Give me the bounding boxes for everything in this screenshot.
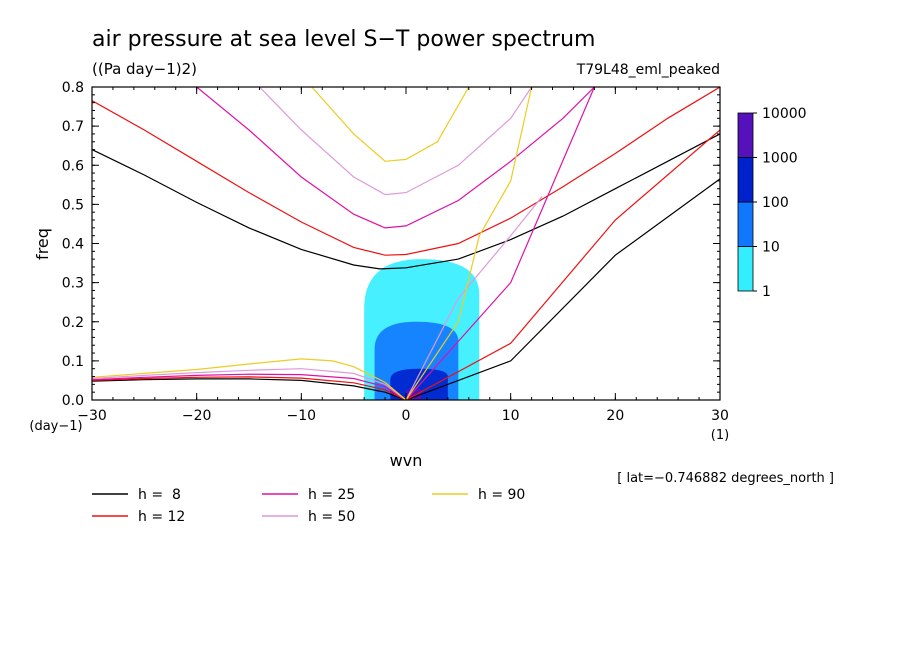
curve-kelvin-series-0 [405, 178, 720, 400]
curve-ig-series-3 [259, 87, 533, 196]
legend: h = 8 h = 12 h = 25 h = 50 h = 90 [92, 487, 525, 525]
curve-kelvin-series-3 [405, 196, 543, 400]
colorbar-segment [737, 157, 754, 203]
y-tick-label: 0.5 [62, 197, 84, 213]
curve-mrg-series-0 [92, 378, 407, 400]
y-tick-label: 0.1 [62, 354, 84, 370]
curve-mrg-series-2 [92, 373, 407, 400]
power-shading [364, 259, 480, 400]
x-unit-label: (1) [711, 428, 729, 443]
colorbar-label: 100 [762, 195, 789, 211]
curve-ig-series-1 [92, 87, 720, 256]
colorbar-segment [737, 201, 754, 247]
x-tick-label: 30 [711, 408, 729, 424]
x-tick-label: −30 [77, 408, 107, 424]
curve-mrg-series-3 [92, 368, 407, 400]
colorbar-label: 1 [762, 284, 771, 300]
curve-ig-series-2 [196, 87, 595, 229]
legend-label: h = 50 [308, 509, 355, 525]
units-label: ((Pa day−1)2) [92, 60, 197, 78]
y-axis-label: freq [33, 228, 52, 260]
latitude-note: [ lat=−0.746882 degrees_north ] [617, 471, 834, 486]
curve-ig-series-0 [92, 133, 720, 270]
power-blob-level-3 [390, 368, 448, 400]
colorbar-segment [737, 246, 754, 292]
y-tick-label: 0.8 [62, 80, 84, 96]
curve-kelvin-series-1 [405, 129, 720, 400]
curve-mrg-series-1 [92, 376, 407, 400]
dispersion-curves [92, 87, 720, 400]
colorbar: 1 10 100 1000 10000 [737, 106, 807, 300]
x-tick-label: −10 [287, 408, 317, 424]
legend-label: h = 12 [138, 509, 185, 525]
x-tick-label: 0 [402, 408, 411, 424]
y-tick-label: 0.4 [62, 237, 84, 253]
experiment-label: T79L48_eml_peaked [576, 62, 720, 78]
x-tick-label: 10 [502, 408, 520, 424]
colorbar-label: 10 [762, 240, 780, 256]
x-tick-label: 20 [606, 408, 624, 424]
chart-title: air pressure at sea level S−T power spec… [92, 27, 595, 52]
x-axis-label: wvn [390, 451, 423, 470]
y-tick-label: 0.6 [62, 158, 84, 174]
y-tick-label: 0.2 [62, 315, 84, 331]
curve-mrg-series-4 [92, 358, 407, 400]
y-tick-label: 0.7 [62, 119, 84, 135]
curve-ig-series-4 [311, 87, 470, 162]
colorbar-segment [737, 112, 754, 158]
legend-label: h = 90 [478, 487, 525, 503]
legend-label: h = 8 [138, 487, 181, 503]
y-tick-label: 0.3 [62, 276, 84, 292]
curve-kelvin-series-4 [405, 87, 533, 400]
y-unit-label: (day−1) [29, 419, 82, 434]
legend-label: h = 25 [308, 487, 355, 503]
y-tick-label: 0.0 [62, 393, 84, 409]
curve-kelvin-series-2 [405, 87, 595, 400]
x-tick-label: −20 [182, 408, 212, 424]
colorbar-label: 10000 [762, 106, 807, 122]
colorbar-label: 1000 [762, 151, 798, 167]
